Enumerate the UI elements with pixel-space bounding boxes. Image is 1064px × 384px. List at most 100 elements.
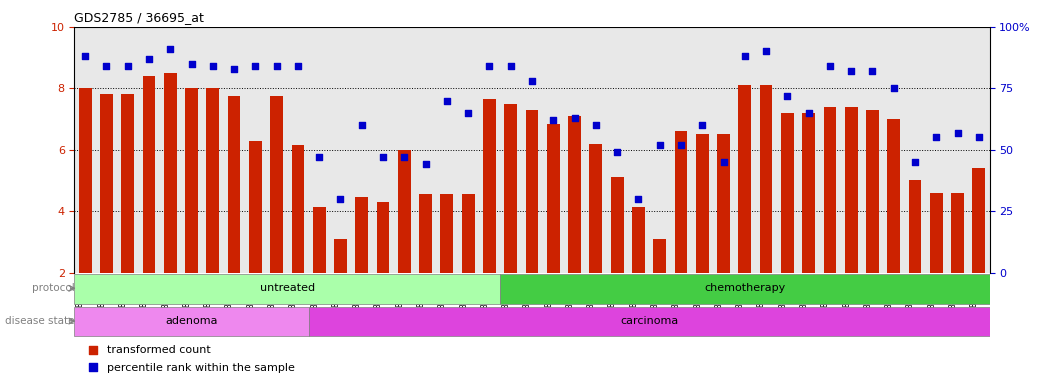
Bar <box>270 96 283 273</box>
Point <box>736 53 753 60</box>
Point <box>609 149 626 155</box>
Text: adenoma: adenoma <box>165 316 218 326</box>
Bar <box>738 85 751 273</box>
Bar <box>802 113 815 273</box>
Text: transformed count: transformed count <box>106 345 211 355</box>
Point <box>672 142 689 148</box>
FancyBboxPatch shape <box>74 307 309 336</box>
Bar <box>121 94 134 273</box>
Point <box>353 122 370 128</box>
Point <box>651 142 668 148</box>
Text: untreated: untreated <box>260 283 315 293</box>
Point <box>311 154 328 160</box>
Bar <box>717 134 730 273</box>
Bar <box>845 107 858 273</box>
Point <box>694 122 711 128</box>
Point <box>183 61 200 67</box>
Point <box>907 159 924 165</box>
Bar <box>206 88 219 273</box>
Bar <box>589 144 602 273</box>
Point <box>758 48 775 55</box>
Point <box>140 56 157 62</box>
Point <box>523 78 541 84</box>
Point <box>98 63 115 69</box>
Bar <box>228 96 240 273</box>
Bar <box>377 202 389 273</box>
Point <box>417 161 434 167</box>
Bar <box>653 239 666 273</box>
Bar <box>930 193 943 273</box>
Point <box>77 53 94 60</box>
FancyBboxPatch shape <box>74 274 500 304</box>
Point <box>375 154 392 160</box>
Bar <box>866 110 879 273</box>
Point <box>779 93 796 99</box>
Bar <box>504 104 517 273</box>
Text: GDS2785 / 36695_at: GDS2785 / 36695_at <box>74 11 204 24</box>
Point <box>949 129 966 136</box>
Bar <box>951 193 964 273</box>
Point <box>481 63 498 69</box>
Bar <box>760 85 772 273</box>
Point <box>438 98 455 104</box>
Point <box>268 63 285 69</box>
Point <box>502 63 519 69</box>
Text: protocol: protocol <box>32 283 74 293</box>
Bar <box>398 150 411 273</box>
Bar <box>164 73 177 273</box>
Bar <box>824 107 836 273</box>
Point <box>800 110 817 116</box>
Bar <box>483 99 496 273</box>
Text: chemotherapy: chemotherapy <box>704 283 785 293</box>
Point <box>289 63 306 69</box>
Point <box>332 196 349 202</box>
Point <box>566 115 583 121</box>
Bar <box>292 145 304 273</box>
Text: carcinoma: carcinoma <box>620 316 678 326</box>
Bar <box>462 194 475 273</box>
FancyBboxPatch shape <box>309 307 990 336</box>
Bar <box>909 180 921 273</box>
Bar <box>568 116 581 273</box>
Bar <box>547 124 560 273</box>
Bar <box>611 177 624 273</box>
Text: percentile rank within the sample: percentile rank within the sample <box>106 362 295 372</box>
Point <box>247 63 264 69</box>
Bar <box>100 94 113 273</box>
Point <box>162 46 179 52</box>
Point <box>460 110 477 116</box>
Point <box>630 196 647 202</box>
Bar <box>526 110 538 273</box>
Bar <box>887 119 900 273</box>
Point <box>204 63 221 69</box>
Point <box>843 68 860 74</box>
Point <box>84 364 101 370</box>
Point <box>885 85 902 91</box>
Point <box>821 63 838 69</box>
Bar <box>185 88 198 273</box>
Bar <box>313 207 326 273</box>
Bar <box>419 194 432 273</box>
FancyBboxPatch shape <box>500 274 990 304</box>
Bar <box>249 141 262 273</box>
Bar <box>334 239 347 273</box>
Point <box>715 159 732 165</box>
Bar <box>355 197 368 273</box>
Point <box>928 134 945 141</box>
Point <box>119 63 136 69</box>
Point <box>545 117 562 123</box>
Point <box>396 154 413 160</box>
Bar <box>79 88 92 273</box>
Bar <box>632 207 645 273</box>
Bar <box>143 76 155 273</box>
Text: disease state: disease state <box>5 316 74 326</box>
Bar <box>781 113 794 273</box>
Point <box>970 134 987 141</box>
Bar <box>696 134 709 273</box>
Bar <box>972 168 985 273</box>
Point <box>587 122 604 128</box>
Point <box>226 66 243 72</box>
Point <box>864 68 881 74</box>
Point <box>84 346 101 353</box>
Bar <box>675 131 687 273</box>
